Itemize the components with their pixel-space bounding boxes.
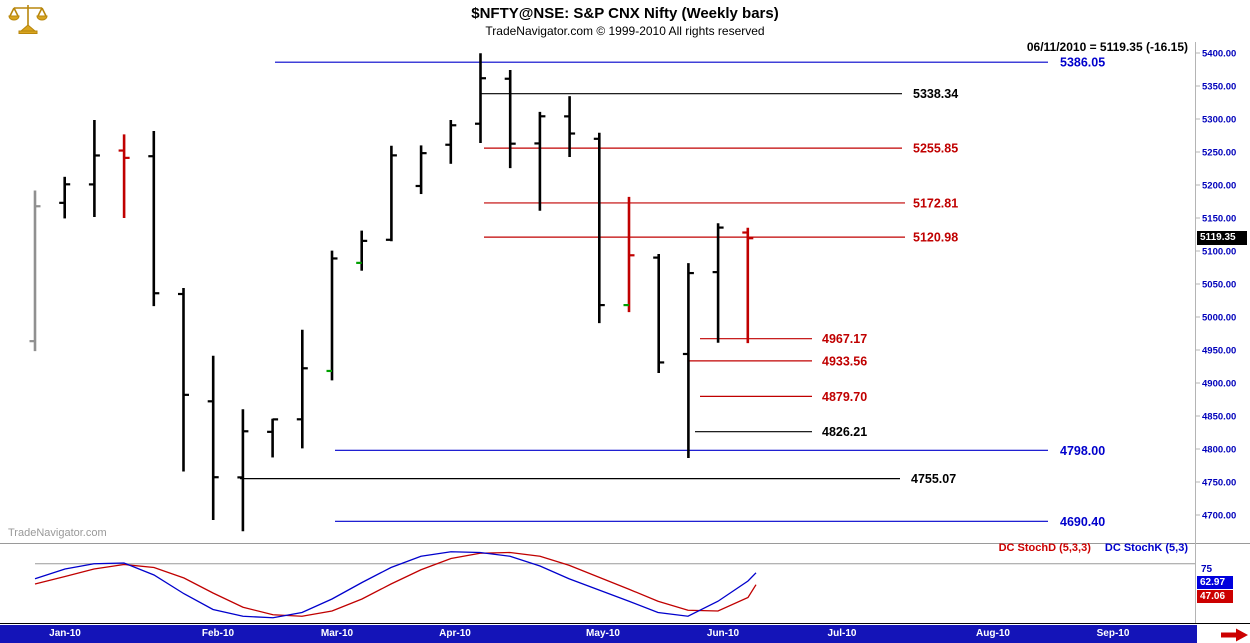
support-resistance-label: 5338.34	[913, 87, 958, 101]
stoch-k-value-badge: 62.97	[1197, 576, 1233, 589]
support-resistance-label: 5386.05	[1060, 56, 1105, 70]
price-axis-label: 5150.00	[1202, 214, 1236, 225]
price-axis-label: 5300.00	[1202, 115, 1236, 126]
time-axis-month-label: Feb-10	[201, 628, 235, 639]
price-axis-label: 5250.00	[1202, 148, 1236, 159]
time-axis-month-label: Apr-10	[439, 628, 471, 639]
price-axis-label: 5050.00	[1202, 280, 1236, 291]
price-axis-label: 4800.00	[1202, 445, 1236, 456]
stoch-legend-item[interactable]: DC StochD (5,3,3)	[998, 542, 1091, 554]
last-price-badge: 5119.35	[1197, 231, 1247, 245]
time-axis[interactable]: Jan-10 Feb-10 Mar-10 Apr-10 May-10 Jun-10 Jul-…	[0, 625, 1197, 643]
time-axis-month-label: Sep-10	[1096, 628, 1130, 639]
tradenavigator-logo-icon	[8, 5, 48, 34]
chart-title: $NFTY@NSE: S&P CNX Nifty (Weekly bars)	[471, 5, 779, 22]
price-axis-label: 4950.00	[1202, 346, 1236, 357]
support-resistance-label: 5255.85	[913, 142, 958, 156]
stoch-d-value-badge: 47.06	[1197, 590, 1233, 603]
time-axis-month-label: Jan-10	[49, 628, 81, 639]
time-axis-month-label: Aug-10	[976, 628, 1010, 639]
price-axis-label: 4850.00	[1202, 412, 1236, 423]
price-axis-label: 5000.00	[1202, 313, 1236, 324]
time-axis-month-label: May-10	[586, 628, 620, 639]
support-resistance-label: 4879.70	[822, 390, 867, 404]
price-axis-label: 4750.00	[1202, 478, 1236, 489]
time-axis-month-label: Jul-10	[827, 628, 857, 639]
price-axis-label: 5400.00	[1202, 49, 1236, 60]
scroll-right-arrow-icon[interactable]	[1221, 628, 1249, 642]
watermark: TradeNavigator.com	[8, 527, 107, 539]
price-axis-label: 4900.00	[1202, 379, 1236, 390]
time-axis-month-label: Jun-10	[706, 628, 740, 639]
support-resistance-label: 5172.81	[913, 196, 958, 210]
stoch-ref-level-label: 75	[1201, 564, 1213, 575]
support-resistance-label: 4798.00	[1060, 444, 1105, 458]
support-resistance-label: 4826.21	[822, 425, 867, 439]
support-resistance-label: 5120.98	[913, 231, 958, 245]
stoch-legend-item[interactable]: DC StochK (5,3)	[1104, 542, 1188, 554]
stoch-d-curve	[34, 551, 757, 617]
price-axis-label: 5200.00	[1202, 181, 1236, 192]
support-resistance-label: 4755.07	[911, 472, 956, 486]
price-axis-label: 5100.00	[1202, 247, 1236, 258]
support-resistance-label: 4690.40	[1060, 515, 1105, 529]
support-resistance-label: 4933.56	[822, 354, 867, 368]
price-axis-label: 4700.00	[1202, 511, 1236, 522]
price-axis-label: 5350.00	[1202, 82, 1236, 93]
chart-subtitle: TradeNavigator.com © 1999-2010 All right…	[485, 24, 765, 38]
support-resistance-label: 4967.17	[822, 332, 867, 346]
last-quote-info: 06/11/2010 = 5119.35 (-16.15)	[1026, 40, 1188, 54]
stoch-k-curve	[34, 551, 757, 619]
stoch-legend: DC StochD (5,3,3) DC StochK (5,3)	[700, 542, 1188, 554]
time-axis-month-label: Mar-10	[320, 628, 354, 639]
